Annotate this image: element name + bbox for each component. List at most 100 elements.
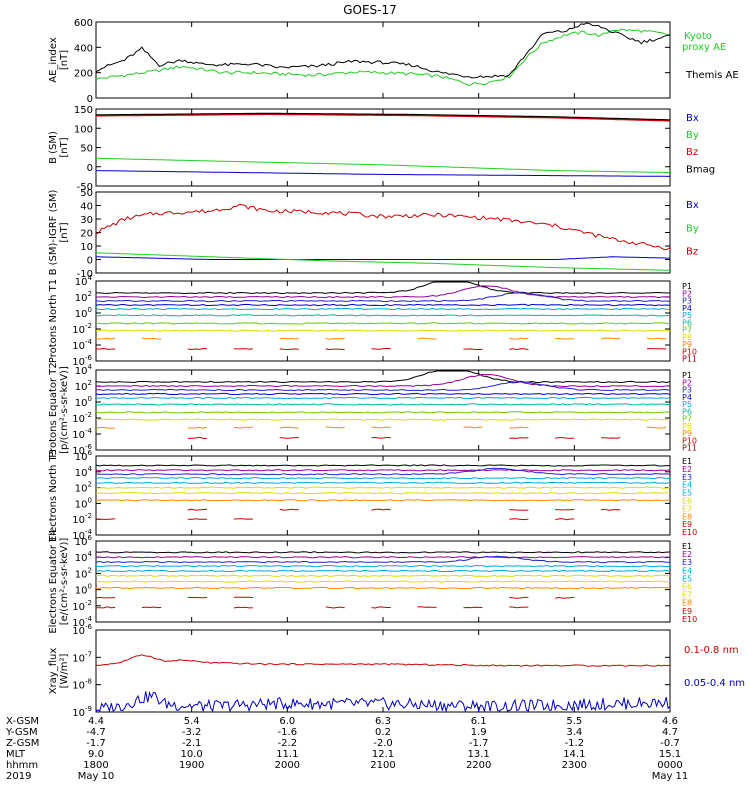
y-axis-label: Electrons North T3 bbox=[48, 449, 59, 542]
flux-line bbox=[95, 551, 671, 554]
tick-exponent: -2 bbox=[85, 322, 92, 330]
y-axis-label: B (SM)-IGRF (SM)[nT] bbox=[48, 190, 70, 276]
tick-base: 10 bbox=[72, 653, 85, 664]
legend-entry: P1 bbox=[682, 371, 692, 380]
flux-segment bbox=[555, 596, 575, 599]
axis-value-hhmm: 2200 bbox=[466, 760, 491, 771]
flux-segment bbox=[555, 509, 575, 511]
legend-entry: P8 bbox=[682, 422, 692, 431]
axis-value-mlt: 9.0 bbox=[88, 749, 104, 760]
tick-base: 10 bbox=[72, 446, 85, 457]
legend-entry: By bbox=[686, 223, 699, 234]
flux-line bbox=[95, 322, 671, 325]
tick-base: 10 bbox=[75, 553, 88, 564]
tick-exponent: -4 bbox=[85, 528, 93, 536]
y-axis-label-unit: [W/m²] bbox=[59, 653, 70, 688]
y-tick-label: 10-4 bbox=[72, 528, 92, 542]
axis-value-xgsm: 5.4 bbox=[184, 716, 200, 727]
y-axis-label-line: Protons Equator T2 bbox=[48, 362, 59, 458]
legend-entry: Bx bbox=[686, 113, 699, 124]
series-line-0-05-0-4-nm bbox=[95, 691, 671, 713]
tick-base: 10 bbox=[72, 414, 85, 425]
y-tick-label: 102 bbox=[75, 481, 92, 495]
tick-exponent: 0 bbox=[88, 395, 92, 403]
flux-segment bbox=[187, 518, 207, 520]
tick-exponent: 0 bbox=[88, 583, 92, 591]
axis-value-xgsm: 6.1 bbox=[471, 716, 487, 727]
tick-base: 10 bbox=[75, 537, 88, 548]
flux-segment bbox=[509, 426, 529, 429]
legend-entry: E1 bbox=[682, 542, 692, 551]
axis-value-xgsm: 4.4 bbox=[88, 716, 104, 727]
legend-entry: P11 bbox=[682, 444, 697, 453]
legend-entry: E8 bbox=[682, 599, 692, 608]
legend-entry: P1 bbox=[682, 282, 692, 291]
y-tick-label: 100 bbox=[75, 306, 92, 320]
y-tick-label: 600 bbox=[74, 18, 93, 29]
y-axis-label: AE_index[nT] bbox=[48, 37, 70, 83]
panel-4: Protons North T1 10-610-410-2100102104P1P… bbox=[48, 274, 697, 368]
panel-2: B (SM)[nT] -50 0 50 100 150 Bx By Bz Bmag bbox=[48, 105, 715, 193]
axis-value-mlt: 14.1 bbox=[563, 749, 585, 760]
legend-entry: P5 bbox=[682, 311, 692, 320]
legend-kyoto-proxy: proxy AE bbox=[682, 42, 726, 53]
axis-row-label: MLT bbox=[6, 749, 26, 760]
axis-value-hhmm: 2000 bbox=[275, 760, 300, 771]
tick-base: 10 bbox=[75, 293, 88, 304]
flux-segment bbox=[509, 337, 529, 340]
tick-base: 10 bbox=[75, 382, 88, 393]
time-axis-labels: X-GSMY-GSMZ-GSMMLThhmm20194.4-4.7-1.79.0… bbox=[5, 716, 688, 782]
flux-line bbox=[95, 314, 671, 317]
axis-row-label: hhmm bbox=[6, 760, 38, 771]
tick-exponent: -6 bbox=[85, 443, 93, 451]
panel-frame bbox=[95, 191, 671, 274]
axis-value-hhmm: 0000 bbox=[657, 760, 682, 771]
flux-line bbox=[95, 476, 670, 480]
axis-row-label: Y-GSM bbox=[5, 727, 38, 738]
tick-base: 10 bbox=[75, 484, 88, 495]
flux-line bbox=[95, 307, 671, 311]
flux-line bbox=[96, 281, 671, 295]
axis-value-ygsm: -3.2 bbox=[182, 727, 202, 738]
flux-line bbox=[95, 373, 671, 388]
y-tick-label: 104 bbox=[75, 274, 93, 288]
tick-exponent: 2 bbox=[88, 379, 92, 387]
legend-entry: E6 bbox=[682, 583, 692, 592]
legend-entry: E2 bbox=[682, 550, 692, 559]
legend-entry: E9 bbox=[682, 607, 692, 616]
tick-exponent: -2 bbox=[85, 599, 92, 607]
legend-entry: E5 bbox=[682, 489, 692, 498]
flux-segment bbox=[371, 436, 391, 439]
legend-entry: By bbox=[686, 130, 699, 141]
y-tick-label: 106 bbox=[75, 534, 93, 548]
flux-line bbox=[95, 481, 671, 484]
y-tick-label: 10-9 bbox=[72, 705, 92, 719]
flux-segment bbox=[601, 437, 621, 439]
flux-segment bbox=[371, 426, 391, 429]
axis-row-label: 2019 bbox=[6, 771, 31, 782]
flux-segment bbox=[279, 508, 299, 511]
axis-value-hhmm: 2100 bbox=[370, 760, 395, 771]
flux-line bbox=[95, 329, 671, 332]
legend-entry: P2 bbox=[682, 289, 692, 298]
flux-segment bbox=[509, 518, 529, 521]
tick-base: 10 bbox=[72, 531, 85, 542]
axis-value-zgsm: -2.0 bbox=[373, 738, 393, 749]
flux-line bbox=[95, 370, 671, 384]
y-tick-label: 400 bbox=[74, 43, 93, 54]
tick-base: 10 bbox=[75, 452, 88, 463]
flux-segment bbox=[555, 437, 575, 439]
series-line-bx bbox=[96, 170, 670, 177]
tick-exponent: -6 bbox=[85, 354, 93, 362]
axis-value-ygsm: -4.7 bbox=[86, 727, 106, 738]
flux-segment bbox=[96, 606, 116, 609]
y-tick-label: 200 bbox=[74, 69, 93, 80]
flux-segment bbox=[371, 347, 391, 350]
legend-entry: E4 bbox=[682, 481, 692, 490]
y-axis-label: Protons North T1 bbox=[48, 279, 59, 363]
flux-segment bbox=[279, 337, 299, 340]
flux-segment bbox=[95, 427, 116, 429]
legend-entry: P11 bbox=[682, 355, 697, 364]
